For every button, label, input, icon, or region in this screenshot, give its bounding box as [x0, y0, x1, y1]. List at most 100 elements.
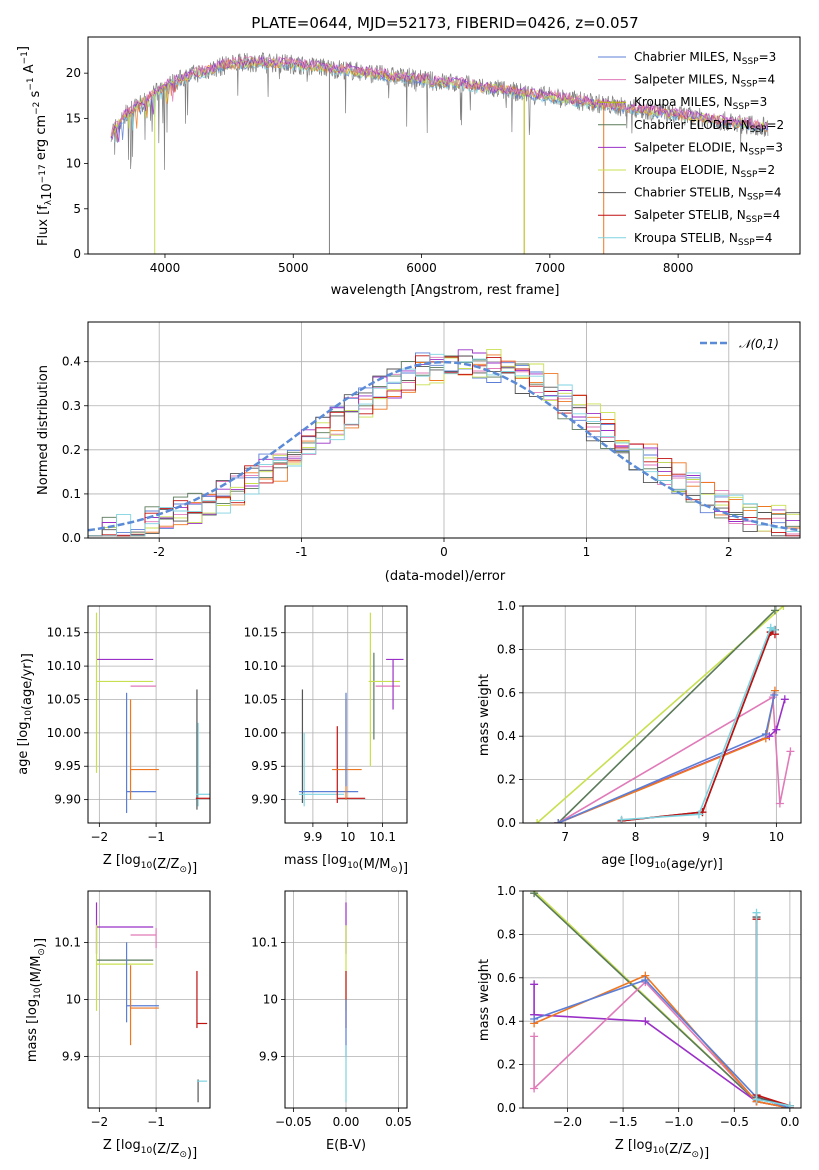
- legend-label: Kroupa STELIB, NSSP=4: [634, 231, 772, 248]
- weight-marker: [530, 980, 539, 989]
- legend-label: Salpeter MILES, NSSP=4: [634, 73, 775, 90]
- x-tick-label: 0: [440, 545, 448, 559]
- y-tick-label: 1.0: [497, 599, 516, 613]
- weight-marker: [779, 606, 788, 610]
- y-tick-label: 5: [73, 202, 81, 216]
- y-axis-label-residuals: Normed distribution: [36, 365, 51, 495]
- y-tick-label: 10.00: [47, 726, 81, 740]
- weight-marker: [694, 810, 703, 819]
- y-tick-label: 10.15: [244, 626, 278, 640]
- x-axis-label-spectrum: wavelength [Angstrom, rest frame]: [331, 283, 560, 298]
- x-tick-label: 10.1: [369, 830, 396, 844]
- y-tick-label: 0.2: [497, 1058, 516, 1072]
- axes-mass-vs-z: −2 −1 9.9 10 10.1 Z [log10(Z/Z⊙)] mass [log10(…: [25, 890, 211, 1161]
- weight-marker: [752, 1095, 761, 1104]
- y-tick-label: 0.3: [62, 399, 81, 413]
- weight-marker: [780, 695, 789, 704]
- x-tick-label: −2.0: [553, 1115, 582, 1129]
- axes-mass-vs-ebv: −0.05 0.00 0.05 9.9 10 10.1 E(B-V): [251, 890, 412, 1153]
- x-tick-label: 7000: [535, 261, 566, 275]
- y-tick-label: 0.0: [497, 1101, 516, 1115]
- y-axis-label-weight-z: mass weight: [477, 959, 492, 1041]
- legend-label: Chabrier MILES, NSSP=3: [634, 50, 776, 67]
- y-tick-label: 0.4: [62, 355, 81, 369]
- weight-marker: [785, 1101, 794, 1108]
- x-tick-label: −0.05: [275, 1115, 312, 1129]
- legend-label-normal: 𝒩(0,1): [739, 337, 779, 351]
- x-tick-label: 10: [769, 830, 784, 844]
- y-tick-label: 10.1: [54, 935, 81, 949]
- y-tick-label: 0.1: [62, 487, 81, 501]
- ticks-mass-vs-ebv: −0.05 0.00 0.05 9.9 10 10.1: [251, 935, 412, 1129]
- legend-label: Salpeter STELIB, NSSP=4: [634, 208, 780, 225]
- y-tick-label: 10: [66, 993, 81, 1007]
- y-tick-label: 9.90: [54, 793, 81, 807]
- plot-area-age-vs-z: [95, 612, 210, 813]
- x-tick-label: 0.0: [780, 1115, 799, 1129]
- x-tick-label: 7: [561, 830, 569, 844]
- axes-frame-age-vs-mass: [284, 605, 408, 824]
- x-tick-label: −2: [90, 830, 108, 844]
- x-tick-label: 5000: [278, 261, 309, 275]
- ticks-residuals: -2 -1 0 1 2 0.0 0.1 0.2 0.3 0.4: [62, 355, 733, 559]
- plot-area-spectrum: [110, 51, 769, 254]
- x-axis-label-age-z: Z [log10(Z/Z⊙)]: [103, 853, 197, 876]
- x-tick-label: 6000: [406, 261, 437, 275]
- ticks-weight-vs-z: −2.0 −1.5 −1.0 −0.5 0.0 0.0 0.2 0.4 0.6 0.8 1.0: [497, 884, 800, 1129]
- legend-label: Salpeter ELODIE, NSSP=3: [634, 140, 783, 157]
- y-tick-label: 10: [263, 993, 278, 1007]
- y-tick-label: 10.15: [47, 626, 81, 640]
- x-axis-label-weight-age: age [log10(age/yr)]: [601, 853, 723, 872]
- x-tick-label: 8000: [663, 261, 694, 275]
- y-tick-label: 20: [66, 66, 81, 80]
- grid-age-vs-z: [88, 606, 210, 823]
- plot-area-residuals: [88, 348, 800, 537]
- weight-marker: [530, 1032, 539, 1041]
- x-tick-label: −2: [90, 1115, 108, 1129]
- residual-histogram: [88, 353, 800, 537]
- x-tick-label: -2: [153, 545, 165, 559]
- weight-marker: [770, 606, 779, 615]
- plot-area-age-vs-mass: [298, 612, 404, 807]
- weight-marker: [786, 747, 795, 756]
- spectrum-model-line: [110, 55, 769, 136]
- x-axis-label-residuals: (data-model)/error: [385, 569, 506, 584]
- axes-weight-vs-z: −2.0 −1.5 −1.0 −0.5 0.0 0.0 0.2 0.4 0.6 0.8 1.0 Z […: [477, 884, 802, 1161]
- weight-marker: [641, 975, 650, 984]
- legend-label: Kroupa ELODIE, NSSP=2: [634, 163, 775, 180]
- y-tick-label: 0.8: [497, 642, 516, 656]
- weight-series-line: [557, 695, 792, 823]
- y-tick-label: 0.4: [497, 729, 516, 743]
- weight-marker: [772, 725, 781, 734]
- x-tick-label: 1: [583, 545, 591, 559]
- y-axis-label-spectrum: Flux [fλ10−17 erg cm−2 s−1 A−1]: [16, 46, 55, 246]
- figure-title: PLATE=0644, MJD=52173, FIBERID=0426, z=0…: [251, 14, 638, 32]
- y-tick-label: 0.6: [497, 971, 516, 985]
- legend-label: Kroupa MILES, NSSP=3: [634, 95, 767, 112]
- x-tick-label: 0.00: [333, 1115, 360, 1129]
- x-tick-label: −1: [147, 1115, 165, 1129]
- axes-frame-age-vs-z: [87, 605, 211, 824]
- x-axis-label-mass-z: Z [log10(Z/Z⊙)]: [103, 1138, 197, 1161]
- residual-histogram: [88, 354, 800, 537]
- x-tick-label: −1: [147, 830, 165, 844]
- weight-series-line: [621, 626, 775, 821]
- y-tick-label: 10: [66, 157, 81, 171]
- x-tick-label: 9: [702, 830, 710, 844]
- weight-marker: [752, 908, 761, 917]
- weight-series-line: [557, 609, 776, 823]
- legend-label: Chabrier STELIB, NSSP=4: [634, 186, 782, 203]
- x-axis-label-weight-z: Z [log10(Z/Z⊙)]: [615, 1138, 709, 1161]
- plot-area-weight-vs-z: [530, 891, 794, 1108]
- y-tick-label: 0.4: [497, 1014, 516, 1028]
- y-tick-label: 9.90: [251, 793, 278, 807]
- plot-area-mass-vs-z: [95, 902, 208, 1103]
- x-tick-label: 4000: [150, 261, 181, 275]
- y-tick-label: 15: [66, 111, 81, 125]
- spectrum-model-line: [110, 56, 769, 143]
- y-axis-label-weight-age: mass weight: [477, 674, 492, 756]
- plot-area-weight-vs-age: [533, 606, 795, 823]
- normal-distribution-curve: [88, 360, 800, 532]
- x-tick-label: 10: [340, 830, 355, 844]
